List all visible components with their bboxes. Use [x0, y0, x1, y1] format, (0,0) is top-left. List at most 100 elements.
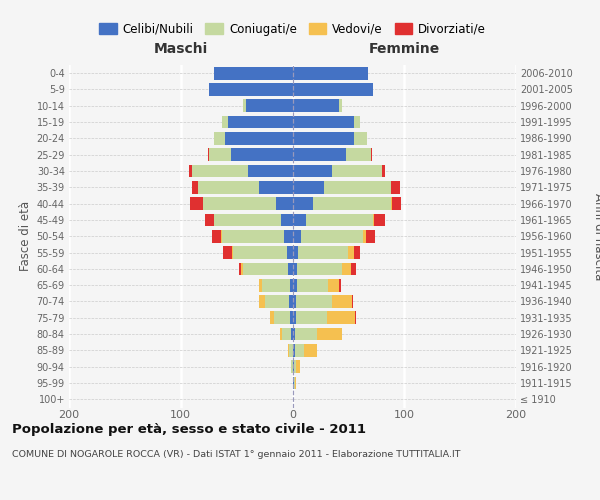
- Bar: [296, 360, 301, 373]
- Bar: [214, 214, 281, 226]
- Bar: [313, 198, 391, 210]
- Bar: [280, 328, 283, 340]
- Bar: [293, 279, 297, 291]
- Bar: [231, 148, 293, 161]
- Bar: [352, 295, 353, 308]
- Bar: [214, 67, 293, 80]
- Bar: [293, 164, 332, 177]
- Bar: [328, 279, 340, 291]
- Bar: [232, 246, 233, 259]
- Bar: [208, 148, 209, 161]
- Bar: [295, 344, 304, 357]
- Bar: [346, 148, 371, 161]
- Bar: [244, 262, 288, 275]
- Bar: [203, 198, 276, 210]
- Bar: [259, 181, 293, 194]
- Bar: [293, 181, 324, 194]
- Bar: [209, 83, 293, 96]
- Bar: [363, 230, 366, 242]
- Bar: [244, 100, 245, 112]
- Bar: [276, 198, 293, 210]
- Bar: [239, 262, 241, 275]
- Bar: [301, 230, 363, 242]
- Bar: [354, 132, 367, 145]
- Bar: [248, 164, 293, 177]
- Bar: [288, 344, 289, 357]
- Bar: [205, 214, 214, 226]
- Bar: [226, 132, 293, 145]
- Bar: [293, 344, 295, 357]
- Bar: [188, 164, 192, 177]
- Bar: [332, 295, 352, 308]
- Bar: [366, 230, 375, 242]
- Bar: [293, 148, 346, 161]
- Bar: [324, 181, 391, 194]
- Bar: [391, 198, 392, 210]
- Bar: [298, 246, 349, 259]
- Bar: [391, 181, 400, 194]
- Bar: [392, 198, 401, 210]
- Bar: [262, 279, 290, 291]
- Bar: [293, 116, 354, 128]
- Bar: [284, 230, 293, 242]
- Bar: [297, 279, 328, 291]
- Bar: [227, 116, 293, 128]
- Text: COMUNE DI NOGAROLE ROCCA (VR) - Dati ISTAT 1° gennaio 2011 - Elaborazione TUTTIT: COMUNE DI NOGAROLE ROCCA (VR) - Dati IST…: [12, 450, 461, 459]
- Bar: [214, 132, 226, 145]
- Bar: [293, 198, 313, 210]
- Bar: [293, 132, 354, 145]
- Bar: [293, 230, 301, 242]
- Bar: [341, 262, 350, 275]
- Bar: [222, 116, 227, 128]
- Bar: [293, 67, 368, 80]
- Bar: [222, 230, 284, 242]
- Bar: [221, 230, 222, 242]
- Bar: [292, 360, 293, 373]
- Bar: [209, 148, 231, 161]
- Bar: [289, 344, 293, 357]
- Bar: [223, 246, 232, 259]
- Bar: [292, 328, 293, 340]
- Bar: [270, 312, 274, 324]
- Bar: [259, 295, 265, 308]
- Bar: [382, 164, 385, 177]
- Legend: Celibi/Nubili, Coniugati/e, Vedovi/e, Divorziati/e: Celibi/Nubili, Coniugati/e, Vedovi/e, Di…: [94, 18, 491, 40]
- Bar: [290, 312, 293, 324]
- Bar: [373, 214, 374, 226]
- Text: Popolazione per età, sesso e stato civile - 2011: Popolazione per età, sesso e stato civil…: [12, 422, 366, 436]
- Bar: [296, 312, 327, 324]
- Bar: [293, 246, 298, 259]
- Bar: [355, 312, 356, 324]
- Text: Femmine: Femmine: [368, 42, 440, 56]
- Bar: [293, 83, 373, 96]
- Bar: [293, 328, 295, 340]
- Bar: [190, 198, 203, 210]
- Bar: [293, 214, 306, 226]
- Bar: [340, 279, 341, 291]
- Bar: [295, 328, 317, 340]
- Bar: [293, 312, 296, 324]
- Bar: [192, 164, 248, 177]
- Y-axis label: Anni di nascita: Anni di nascita: [592, 192, 600, 280]
- Bar: [296, 295, 332, 308]
- Bar: [274, 312, 290, 324]
- Bar: [306, 214, 373, 226]
- Bar: [374, 214, 385, 226]
- Bar: [295, 376, 296, 390]
- Bar: [192, 181, 197, 194]
- Bar: [293, 100, 340, 112]
- Bar: [259, 279, 262, 291]
- Bar: [212, 230, 221, 242]
- Y-axis label: Fasce di età: Fasce di età: [19, 201, 32, 272]
- Bar: [241, 262, 244, 275]
- Bar: [245, 100, 293, 112]
- Bar: [350, 262, 356, 275]
- Bar: [293, 376, 295, 390]
- Bar: [354, 116, 359, 128]
- Bar: [327, 312, 355, 324]
- Bar: [233, 246, 287, 259]
- Bar: [288, 262, 293, 275]
- Bar: [289, 295, 293, 308]
- Bar: [281, 214, 293, 226]
- Bar: [297, 262, 341, 275]
